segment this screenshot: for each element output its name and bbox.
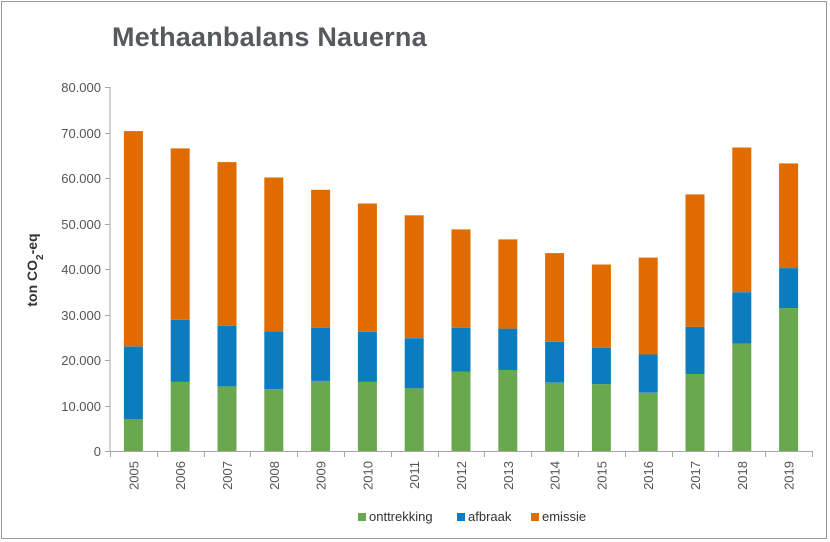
bar-emissie [779,163,799,269]
x-tick-label: 2011 [407,461,422,489]
x-tick-label: 2013 [501,461,516,490]
bar-afbraak [357,331,377,382]
bar-emissie [123,131,143,347]
x-tick-label: 2012 [454,461,469,490]
bar-emissie [638,257,658,355]
bar-emissie [217,162,237,326]
x-tick-label: 2019 [782,461,797,490]
bar-emissie [591,264,611,348]
bar-onttrekking [170,381,190,451]
legend-item-onttrekking: onttrekking [358,509,433,524]
legend-item-afbraak: afbraak [457,509,512,524]
legend-swatch [358,513,366,521]
bar-onttrekking [311,380,331,451]
legend-label: emissie [542,509,586,524]
bar-afbraak [732,292,752,344]
bar-onttrekking [123,419,143,451]
bar-afbraak [591,347,611,385]
bar-afbraak [498,328,518,370]
bar-emissie [404,215,424,339]
x-tick-label: 2007 [220,461,235,490]
bar-emissie [545,253,565,342]
x-tick-label: 2008 [267,461,282,490]
legend-label: onttrekking [369,509,433,524]
bar-afbraak [638,354,658,393]
bar-onttrekking [638,392,658,451]
x-tick-label: 2005 [126,461,141,490]
bar-afbraak [123,346,143,420]
x-tick-label: 2014 [548,461,563,490]
bar-onttrekking [498,370,518,451]
y-tick-label: 40.000 [61,262,101,277]
bar-emissie [264,177,284,332]
bar-emissie [311,189,331,328]
bar-onttrekking [451,371,471,451]
x-tick-label: 2017 [688,461,703,490]
y-tick-label: 70.000 [61,126,101,141]
bar-emissie [357,203,377,332]
x-tick-label: 2016 [641,461,656,490]
x-tick-label: 2009 [314,461,329,490]
bar-onttrekking [732,343,752,451]
bar-afbraak [264,331,284,390]
bar-onttrekking [779,308,799,451]
bar-afbraak [217,325,237,387]
bar-afbraak [685,326,705,375]
legend-item-emissie: emissie [531,509,586,524]
y-tick-label: 20.000 [61,353,101,368]
legend-label: afbraak [468,509,512,524]
bar-emissie [732,147,752,293]
bar-emissie [498,239,518,329]
bar-onttrekking [685,374,705,451]
y-tick-label: 0 [94,444,101,459]
x-tick-label: 2018 [735,461,750,490]
chart-title: Methaanbalans Nauerna [112,22,427,52]
bar-onttrekking [264,389,284,451]
y-axis-title: ton CO2-eq [24,233,46,306]
bar-afbraak [170,320,190,382]
bar-afbraak [311,327,331,381]
bar-onttrekking [545,382,565,452]
bar-onttrekking [404,388,424,451]
x-tick-label: 2015 [594,461,609,490]
bar-onttrekking [591,384,611,451]
legend-swatch [457,513,465,521]
legend-swatch [531,513,539,521]
bar-emissie [685,194,705,327]
bar-afbraak [545,341,565,383]
bar-onttrekking [357,381,377,451]
bar-onttrekking [217,386,237,451]
bar-afbraak [451,327,471,372]
x-tick-label: 2006 [173,461,188,490]
x-tick-label: 2010 [360,461,375,490]
bar-emissie [170,148,190,320]
y-tick-label: 50.000 [61,217,101,232]
y-tick-label: 80.000 [61,80,101,95]
bar-afbraak [404,338,424,389]
y-tick-label: 60.000 [61,171,101,186]
y-tick-label: 30.000 [61,308,101,323]
bar-emissie [451,229,471,328]
y-tick-label: 10.000 [61,399,101,414]
bar-afbraak [779,268,799,309]
